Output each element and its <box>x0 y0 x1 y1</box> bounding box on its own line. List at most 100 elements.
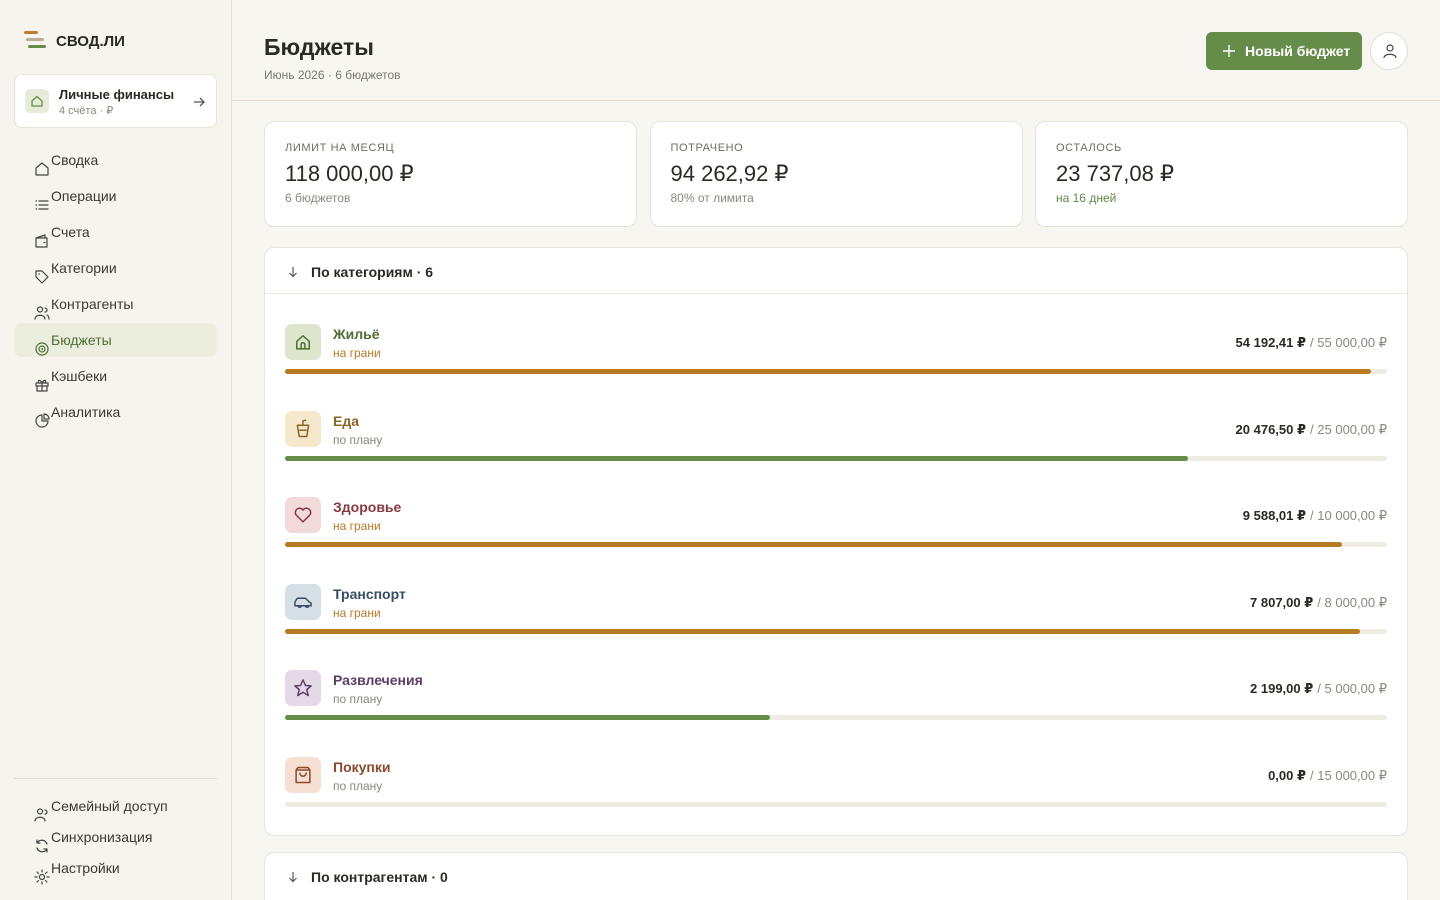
icon-svg <box>296 335 310 350</box>
nav-label: Бюджеты <box>51 332 112 348</box>
stat-value: 23 737,08 ₽ <box>1056 161 1174 186</box>
stat-label: ОСТАЛОСЬ <box>1056 142 1122 154</box>
stat-note: 80% от лимита <box>670 191 754 205</box>
nav-label: Аналитика <box>51 404 121 420</box>
progress-track <box>285 802 1387 807</box>
stat-note: на 16 дней <box>1056 191 1117 205</box>
icon <box>293 592 313 612</box>
icon <box>293 505 313 525</box>
icon <box>293 419 313 439</box>
button-label: Новый бюджет <box>1245 43 1351 59</box>
spent: 54 192,41 ₽ <box>1235 335 1307 350</box>
new-budget-button[interactable]: Новый бюджет <box>1206 32 1362 70</box>
workspace-name: Личные финансы <box>59 87 175 102</box>
nav-label: Кэшбеки <box>51 368 108 384</box>
icon-svg <box>35 234 48 248</box>
progress-bar <box>285 628 1361 634</box>
nav-item[interactable]: Контрагенты <box>14 287 217 321</box>
progress-track <box>285 369 1387 374</box>
chevron-icon <box>289 872 297 883</box>
limit: / 15 000,00 ₽ <box>1310 768 1387 783</box>
stat-card: ПОТРАЧЕНО 94 262,92 ₽ 80% от лимита <box>649 121 1023 227</box>
icon-svg <box>294 597 312 608</box>
category-name[interactable]: Здоровье <box>333 499 402 516</box>
counterparties-card[interactable]: По контрагентам · 0 <box>264 852 1408 900</box>
icon-svg <box>294 679 312 697</box>
amount: 9 588,01 ₽/ 10 000,00 ₽ <box>1243 508 1387 524</box>
arrow-icon <box>194 97 205 107</box>
icon-svg <box>294 507 312 523</box>
user-icon <box>1383 44 1397 59</box>
header-divider <box>232 100 1440 101</box>
workspace-icon <box>25 89 49 113</box>
icon-svg <box>36 839 48 853</box>
category-name[interactable]: Жильё <box>333 326 380 342</box>
avatar-button[interactable] <box>1370 32 1408 70</box>
stat-card: ЛИМИТ НА МЕСЯЦ 118 000,00 ₽ 6 бюджетов <box>264 121 637 227</box>
progress-track <box>285 628 1387 634</box>
category-icon <box>285 410 321 447</box>
nav-label: Счета <box>51 224 90 240</box>
sidebar: СВОД.ЛИ Личные финансы 4 счёта · ₽ Сводк… <box>0 0 232 900</box>
nav-item[interactable]: Операции <box>14 179 217 213</box>
nav-item[interactable]: Бюджеты <box>14 323 217 357</box>
nav-item[interactable]: Настройки <box>14 851 217 885</box>
nav-item[interactable]: Аналитика <box>14 395 217 429</box>
progress-bar <box>285 455 1188 461</box>
amount: 54 192,41 ₽/ 55 000,00 ₽ <box>1236 335 1387 351</box>
category-name[interactable]: Транспорт <box>333 585 406 602</box>
nav-item[interactable]: Синхронизация <box>14 820 217 854</box>
nav-item[interactable]: Счета <box>14 215 217 249</box>
limit: / 25 000,00 ₽ <box>1310 421 1387 437</box>
category-status: по плану <box>333 779 383 793</box>
category-icon <box>285 670 321 707</box>
category-status: на грани <box>333 519 381 534</box>
category-icon <box>285 324 321 360</box>
nav-label: Синхронизация <box>51 829 153 845</box>
icon <box>293 678 313 698</box>
icon-svg <box>35 342 49 356</box>
progress-track <box>285 542 1387 548</box>
category-status: на грани <box>333 605 381 620</box>
stat-note: 6 бюджетов <box>285 191 351 205</box>
page-subtitle: Июнь 2026 · 6 бюджетов <box>264 68 401 82</box>
icon-svg <box>35 270 49 284</box>
limit: / 55 000,00 ₽ <box>1310 335 1387 350</box>
category-name[interactable]: Еда <box>333 412 360 429</box>
category-icon <box>285 757 321 793</box>
divider <box>14 778 217 779</box>
stat-value: 118 000,00 ₽ <box>285 161 414 186</box>
nav-item[interactable]: Кэшбеки <box>14 359 217 393</box>
icon-svg <box>34 306 50 320</box>
logo-icon <box>24 31 46 48</box>
progress-bar <box>285 542 1342 548</box>
category-status: по плану <box>333 432 383 447</box>
page-title: Бюджеты <box>264 34 374 60</box>
nav-item[interactable]: Категории <box>14 251 217 285</box>
spent: 9 588,01 ₽ <box>1242 508 1307 524</box>
icon-svg <box>35 200 49 210</box>
nav-label: Контрагенты <box>51 296 134 312</box>
workspace-switcher[interactable]: Личные финансы 4 счёта · ₽ <box>14 74 217 128</box>
progress-bar <box>285 369 1371 374</box>
icon-svg <box>34 808 48 822</box>
nav-label: Сводка <box>51 152 99 168</box>
amount: 20 476,50 ₽/ 25 000,00 ₽ <box>1236 422 1387 438</box>
icon-svg <box>295 766 311 784</box>
section-title: По контрагентам · 0 <box>311 869 448 885</box>
nav-item[interactable]: Семейный доступ <box>14 789 217 823</box>
budgets-header[interactable]: По категориям · 6 <box>265 248 1407 294</box>
icon <box>293 765 313 785</box>
category-name[interactable]: Покупки <box>333 759 391 775</box>
nav-label: Категории <box>51 260 117 276</box>
progress-bar <box>285 715 770 721</box>
plus-icon <box>1223 45 1235 57</box>
progress-track <box>285 455 1387 461</box>
spent: 2 199,00 ₽ <box>1250 681 1314 697</box>
nav-item[interactable]: Сводка <box>14 143 217 177</box>
category-name[interactable]: Развлечения <box>333 672 423 689</box>
limit: / 8 000,00 ₽ <box>1317 594 1387 610</box>
